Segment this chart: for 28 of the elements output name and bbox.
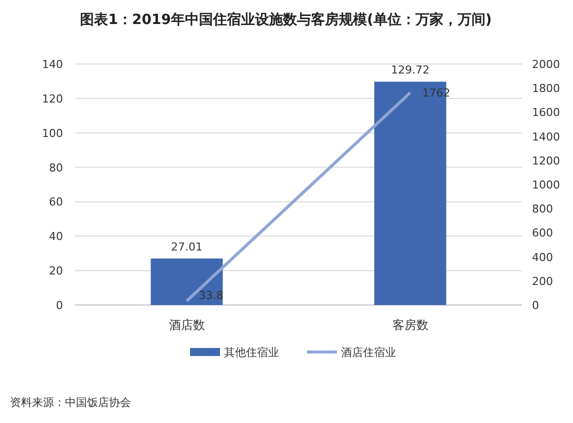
y-tick-label: 100 xyxy=(42,126,63,140)
y-tick-label: 40 xyxy=(49,230,63,244)
y2-tick-label: 600 xyxy=(532,226,553,240)
y-tick-label: 20 xyxy=(49,264,63,278)
y2-tick-label: 1200 xyxy=(532,154,560,168)
y2-tick-label: 1800 xyxy=(532,82,560,96)
y2-tick-label: 400 xyxy=(532,250,553,264)
data-label: 27.01 xyxy=(171,240,202,254)
legend-label: 酒店住宿业 xyxy=(341,346,396,359)
y2-tick-label: 200 xyxy=(532,274,553,288)
y-tick-label: 140 xyxy=(42,58,63,71)
y2-tick-label: 2000 xyxy=(532,58,560,71)
y-tick-label: 0 xyxy=(56,299,63,312)
data-label: 33.8 xyxy=(198,288,224,302)
legend-label: 其他住宿业 xyxy=(224,346,279,359)
y2-tick-label: 800 xyxy=(532,202,553,216)
text: 资料来源：中国饭店协会 xyxy=(10,396,131,409)
y2-tick-label: 1000 xyxy=(532,178,560,192)
y2-tick-label: 0 xyxy=(532,299,539,312)
x-tick-label: 酒店数 xyxy=(168,318,205,332)
chart-title: 图表1：2019年中国住宿业设施数与客房规模(单位：万家，万间) xyxy=(80,11,492,28)
y2-tick-label: 1600 xyxy=(532,106,560,120)
y-tick-label: 120 xyxy=(42,92,63,106)
x-tick-label: 客房数 xyxy=(392,318,428,332)
y2-tick-label: 1400 xyxy=(532,130,560,144)
y-tick-label: 80 xyxy=(49,161,63,174)
y-tick-label: 60 xyxy=(49,196,63,209)
data-label: 129.72 xyxy=(391,64,430,77)
